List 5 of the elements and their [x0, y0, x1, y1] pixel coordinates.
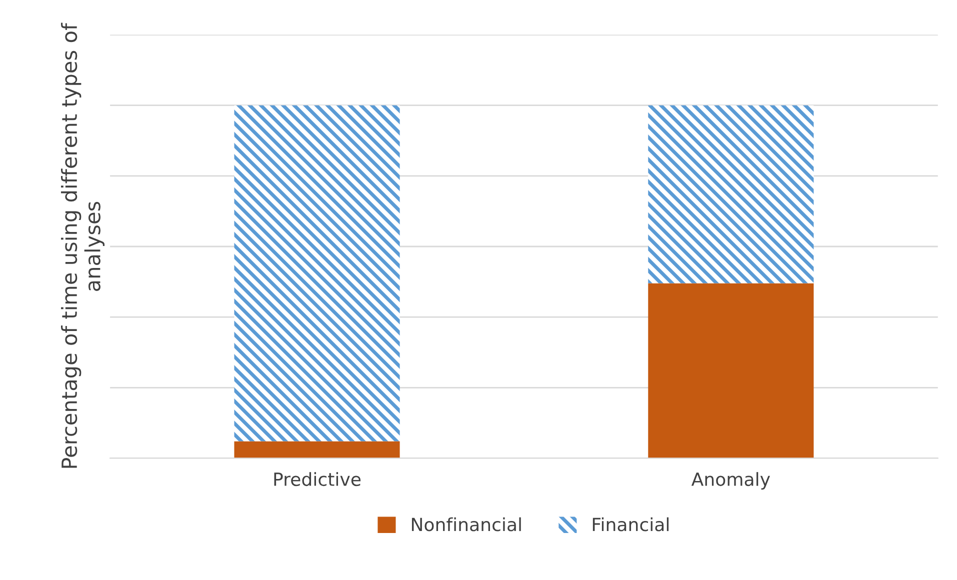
x-tick-label: Anomaly	[691, 472, 770, 490]
x-tick-label: Predictive	[274, 472, 361, 486]
legend-label: Nonfinancial	[412, 517, 521, 532]
legend-label: Financial	[592, 517, 669, 532]
y-axis-title: Percentage of time using different types of analyses	[61, 22, 104, 468]
